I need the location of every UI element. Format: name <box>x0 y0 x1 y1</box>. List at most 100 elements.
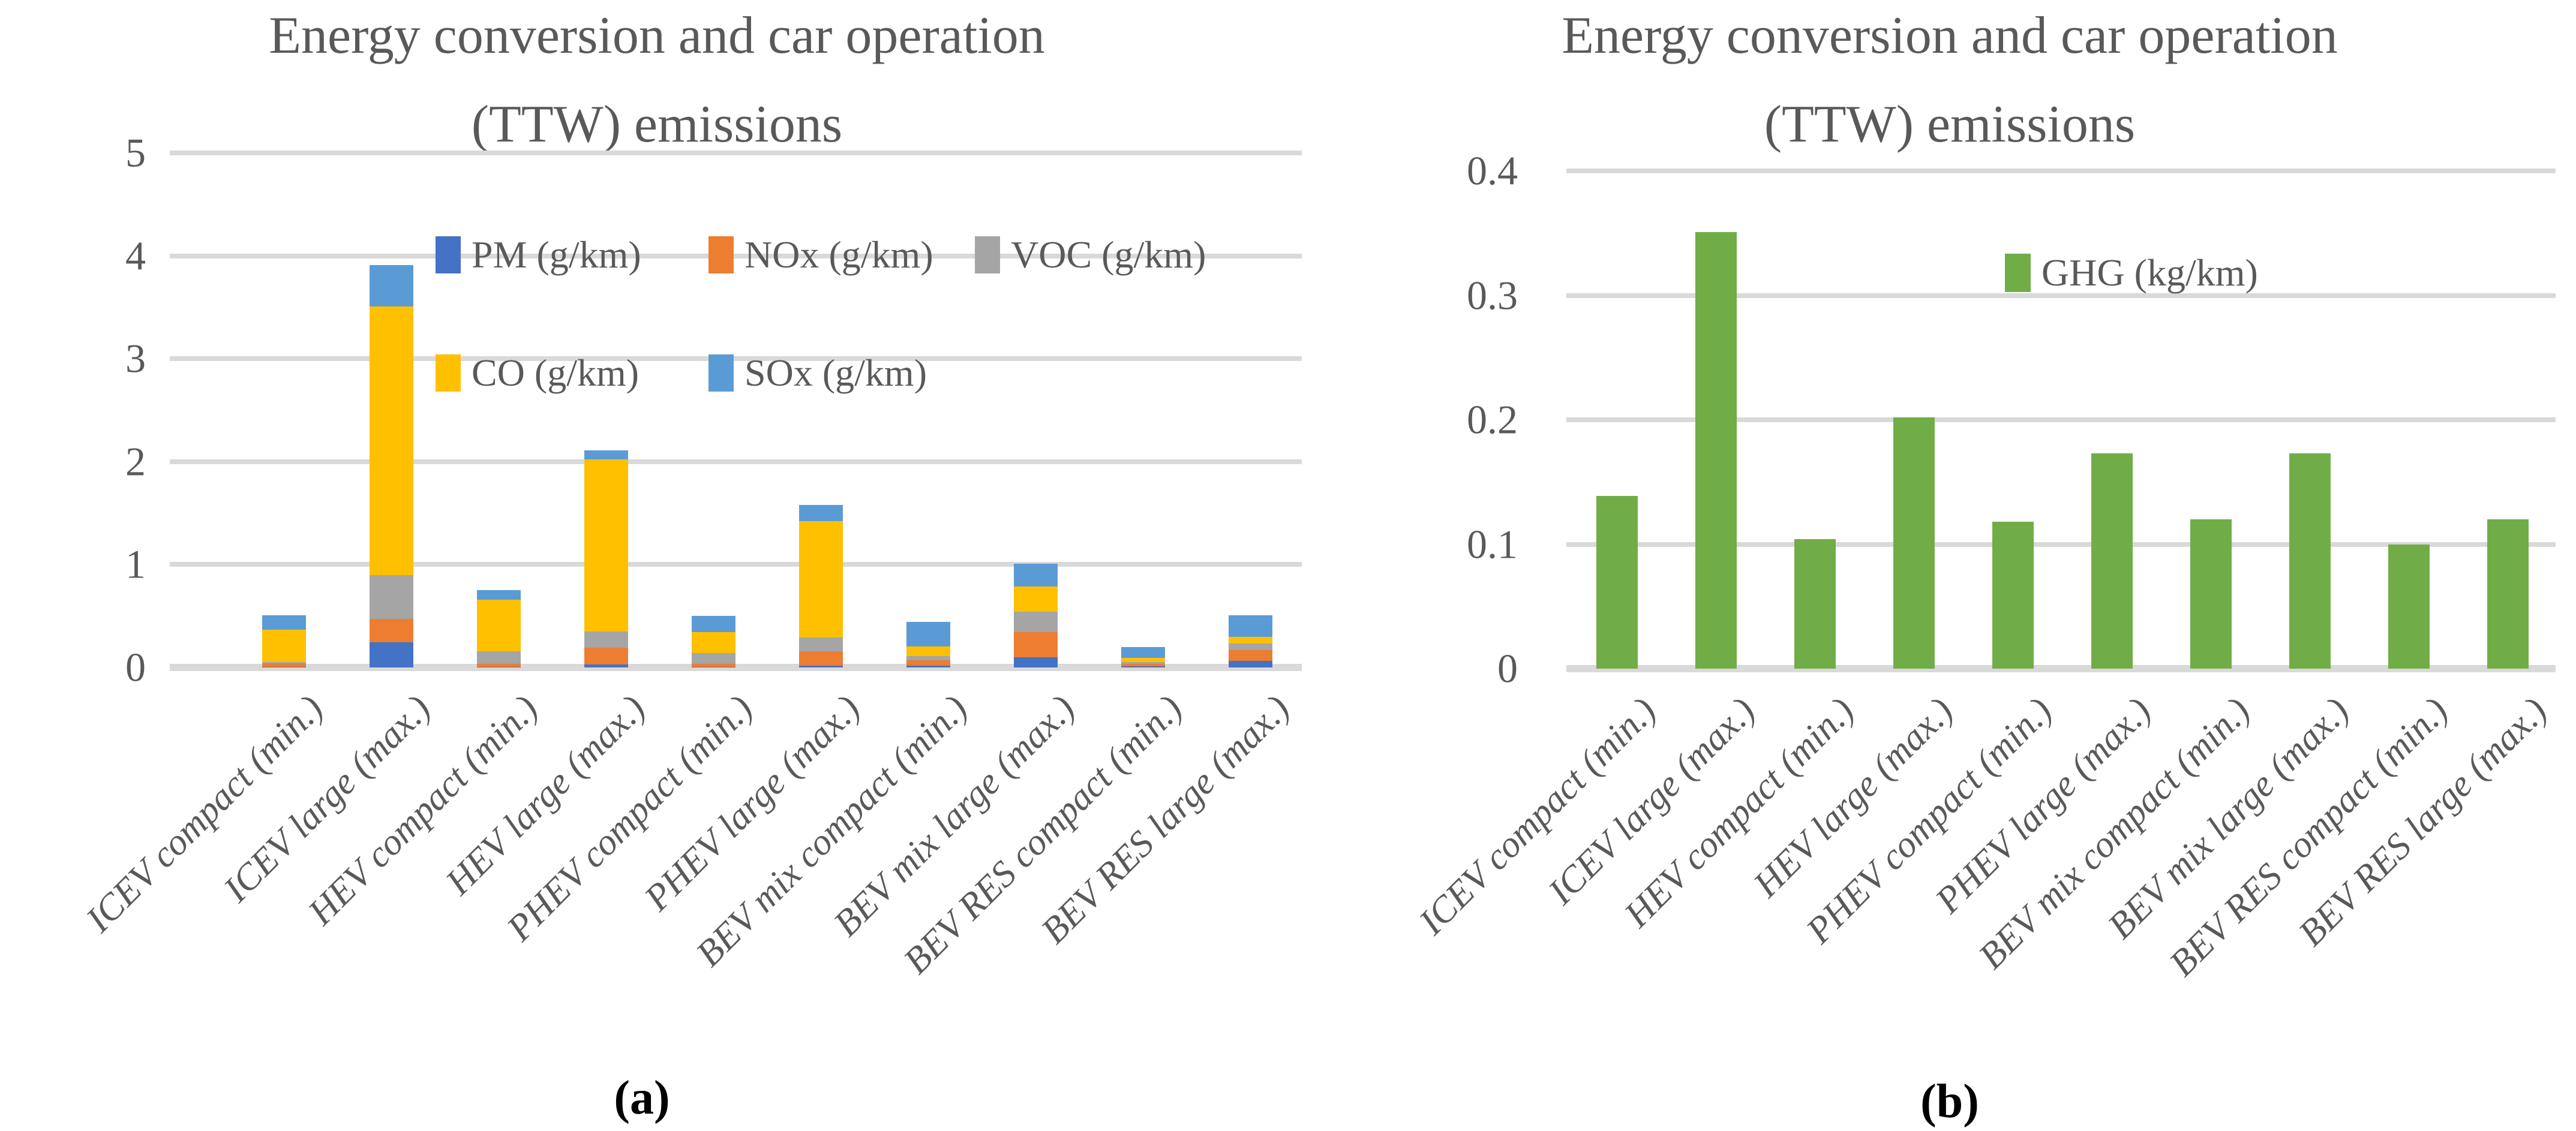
gridline <box>170 253 1302 258</box>
gridline <box>1566 293 2556 298</box>
bar-segment-ghg <box>2289 453 2331 669</box>
bar-segment-co <box>691 631 735 653</box>
bar-segment-ghg <box>1992 522 2034 669</box>
bar-segment-voc <box>798 637 843 651</box>
bar-segment-nox <box>1013 631 1058 657</box>
bar-segment-co <box>262 629 306 663</box>
legend-label: NOx (g/km) <box>744 233 933 276</box>
panel-a-caption: (a) <box>614 1072 670 1124</box>
bar-segment-nox <box>476 664 521 667</box>
bar-segment-voc <box>584 631 628 648</box>
y-axis-tick-label: 0.2 <box>1467 396 1518 443</box>
bar-segment-ghg <box>1893 417 1935 669</box>
legend-item: PM (g/km) <box>436 233 641 277</box>
y-axis-tick-label: 3 <box>125 335 146 381</box>
bar-segment-nox <box>691 664 735 667</box>
bar-segment-voc <box>1121 661 1165 664</box>
bar-segment-voc <box>476 651 521 664</box>
bar-segment-sox <box>906 621 950 646</box>
bar-segment-nox <box>1228 649 1272 661</box>
bar-segment-voc <box>369 574 413 619</box>
bar-segment-ghg <box>1695 231 1737 669</box>
legend-swatch-icon <box>436 236 461 273</box>
legend-item: NOx (g/km) <box>708 233 933 277</box>
bar-segment-nox <box>262 663 306 667</box>
bar-segment-ghg <box>1596 495 1638 669</box>
bar-segment-co <box>1121 657 1165 662</box>
chart-b-plot-area: 0.4 0.3 0.2 0.1 0 <box>1467 148 2556 691</box>
panel-b-title-line2: (TTW) emissions <box>1764 95 2136 154</box>
bar-segment-voc <box>691 653 735 664</box>
bar-segment-ghg <box>2487 519 2529 669</box>
legend-label: VOC (g/km) <box>1011 233 1206 276</box>
bar-segment-pm <box>369 642 413 667</box>
legend-item: CO (g/km) <box>436 351 639 395</box>
bar-segment-sox <box>691 616 735 632</box>
legend-swatch-icon <box>436 354 461 392</box>
gridline <box>170 562 1302 567</box>
y-axis-tick-label: 4 <box>125 233 146 279</box>
legend-swatch-icon <box>708 354 734 392</box>
bar-segment-nox <box>798 651 843 666</box>
bar-segment-co <box>1228 636 1272 643</box>
bar-segment-voc <box>906 656 950 660</box>
legend-label: SOx (g/km) <box>744 351 927 394</box>
bar-segment-pm <box>906 666 950 667</box>
bar-segment-sox <box>584 450 628 460</box>
bar-segment-voc <box>1228 643 1272 650</box>
y-axis-tick-label: 0 <box>125 644 146 690</box>
bar-segment-ghg <box>2388 544 2430 669</box>
bar-segment-sox <box>798 504 843 522</box>
bar-segment-sox <box>1228 615 1272 637</box>
legend-swatch-icon <box>2005 254 2031 292</box>
gridline <box>170 459 1302 464</box>
panel-b-title-line1: Energy conversion and car operation <box>1562 7 2338 65</box>
legend-item: VOC (g/km) <box>975 233 1206 277</box>
bar-segment-sox <box>262 615 306 630</box>
gridline <box>1566 169 2556 173</box>
legend-item: SOx (g/km) <box>708 351 927 395</box>
y-axis-tick-label: 0.1 <box>1467 521 1518 567</box>
y-axis-tick-label: 0.3 <box>1467 272 1518 318</box>
bar-segment-ghg <box>1794 539 1836 669</box>
legend-item: GHG (kg/km) <box>2005 251 2258 295</box>
bar-segment-nox <box>906 660 950 666</box>
y-axis-tick-label: 0.4 <box>1467 148 1518 194</box>
bar-segment-pm <box>798 665 843 667</box>
gridline <box>170 151 1302 155</box>
panel-b-caption: (b) <box>1920 1075 1979 1128</box>
bar-segment-sox <box>1013 563 1058 587</box>
bar-segment-nox <box>584 648 628 664</box>
gridline <box>1566 417 2556 422</box>
legend-swatch-icon <box>708 236 734 273</box>
legend-swatch-icon <box>975 236 1000 273</box>
bar-segment-pm <box>1228 660 1272 667</box>
bar-segment-co <box>906 646 950 657</box>
legend-label: PM (g/km) <box>472 233 641 276</box>
bar-segment-co <box>476 599 521 651</box>
y-axis-tick-label: 5 <box>125 130 146 176</box>
legend-label: GHG (kg/km) <box>2041 251 2258 294</box>
bar-segment-ghg <box>2190 519 2232 669</box>
bar-segment-nox <box>369 619 413 642</box>
bar-segment-pm <box>584 664 628 667</box>
bar-segment-sox <box>476 590 521 600</box>
bar-segment-sox <box>1121 646 1165 658</box>
y-axis-tick-label: 2 <box>125 438 146 485</box>
bar-segment-co <box>369 306 413 575</box>
bar-segment-pm <box>1013 657 1058 667</box>
legend-label: CO (g/km) <box>472 351 640 394</box>
bar-segment-voc <box>1013 612 1058 632</box>
y-axis-tick-label: 1 <box>125 541 146 587</box>
panel-a-title-line2: (TTW) emissions <box>471 95 843 154</box>
bar-segment-voc <box>262 662 306 664</box>
bar-segment-pm <box>1121 666 1165 667</box>
y-axis-tick-label: 0 <box>1497 645 1518 691</box>
bar-segment-co <box>1013 586 1058 612</box>
bar-segment-co <box>584 459 628 631</box>
panel-a-title-line1: Energy conversion and car operation <box>269 7 1045 65</box>
bar-segment-ghg <box>2091 453 2133 669</box>
gridline <box>1566 542 2556 547</box>
gridline <box>170 356 1302 362</box>
